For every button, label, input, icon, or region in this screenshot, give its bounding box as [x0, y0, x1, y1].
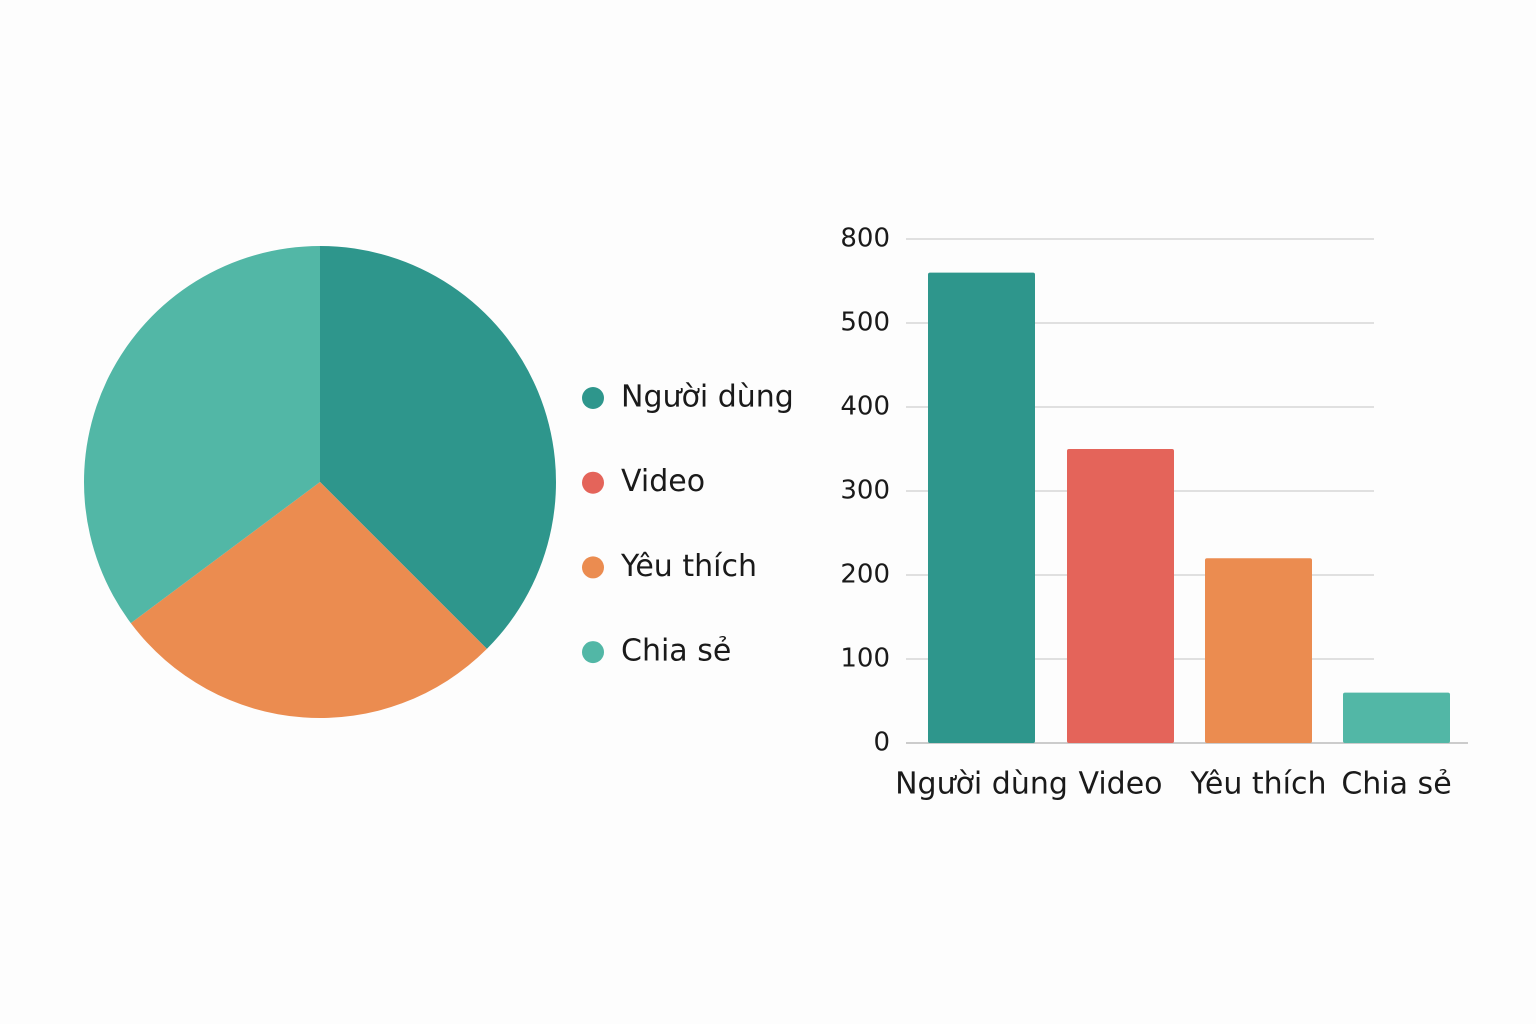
bar — [1343, 692, 1450, 743]
legend-label: Yêu thích — [620, 549, 757, 584]
y-tick-label: 100 — [840, 644, 890, 674]
y-tick-label: 800 — [840, 224, 890, 254]
pie-slice — [84, 246, 320, 624]
legend-marker — [582, 641, 604, 664]
bar — [1205, 558, 1312, 743]
x-tick-label: Yêu thích — [1190, 767, 1327, 802]
y-tick-label: 500 — [840, 308, 890, 338]
x-tick-label: Người dùng — [895, 767, 1068, 802]
pie-slice — [320, 246, 556, 649]
legend-marker — [582, 556, 604, 579]
x-tick-label: Chia sẻ — [1341, 767, 1451, 802]
legend-marker — [582, 387, 604, 409]
bar — [928, 272, 1035, 743]
pie-slice — [130, 482, 487, 719]
legend-label: Người dùng — [621, 380, 794, 415]
x-tick-label: Video — [1078, 767, 1162, 802]
legend-label: Video — [621, 464, 705, 499]
legend-marker — [582, 471, 604, 494]
legend-label: Chia sẻ — [621, 634, 731, 669]
y-tick-label: 0 — [873, 728, 890, 758]
y-tick-label: 300 — [840, 476, 890, 506]
y-tick-label: 400 — [840, 392, 890, 422]
bar — [1067, 449, 1174, 743]
y-tick-label: 200 — [840, 560, 890, 590]
